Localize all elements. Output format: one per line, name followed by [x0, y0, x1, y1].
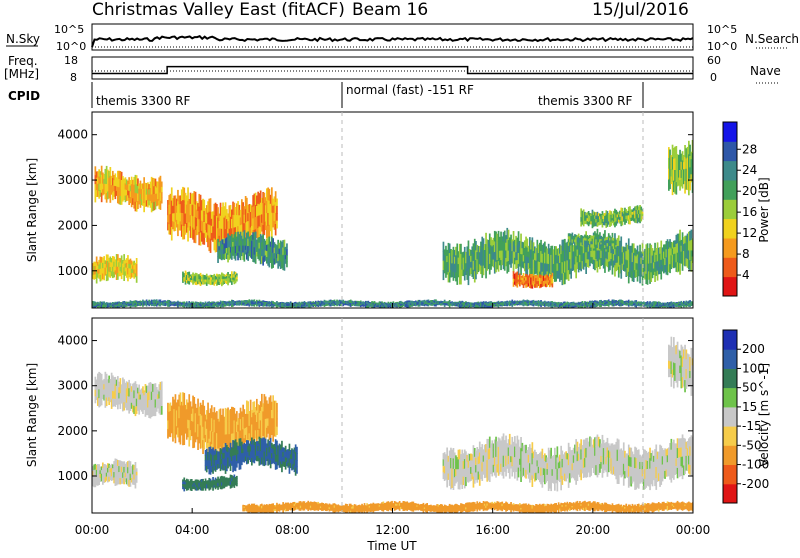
echo-cell [552, 273, 554, 277]
echo-cell [136, 270, 138, 277]
colorbar-tick-label: 20 [742, 184, 757, 198]
echo-cell [244, 230, 246, 238]
freq-tick-right-top: 60 [707, 54, 721, 67]
beam-title: Beam 16 [352, 0, 428, 20]
colorbar-tick-label: 4 [742, 268, 750, 282]
nsearch-label: N.Search [745, 32, 799, 46]
noise-tick-left-bottom: 10^0 [56, 40, 86, 53]
echo-cell [136, 479, 138, 483]
cpid-segment-2: normal (fast) -151 RF [346, 83, 474, 97]
date-title: 15/Jul/2016 [592, 0, 689, 20]
echo-cell [255, 255, 257, 263]
colorbar-swatch [723, 219, 737, 239]
echo-cell [271, 187, 273, 200]
cpid-segment-3: themis 3300 RF [538, 94, 632, 108]
colorbar-swatch [723, 257, 737, 277]
echo-cell [161, 182, 163, 188]
freq-panel [92, 57, 693, 79]
echo-cell [183, 432, 185, 445]
echo-cell [161, 381, 163, 390]
echo-cell [286, 249, 288, 255]
echo-cell [110, 194, 112, 203]
radar-title: Christmas Valley East (fitACF) [92, 0, 345, 20]
cpid-segment-1: themis 3300 RF [96, 94, 190, 108]
colorbar-swatch [723, 161, 737, 181]
echo-cell [161, 192, 163, 198]
noise-sky-trace [92, 36, 693, 47]
echo-cell [161, 406, 163, 415]
freq-tick-right-bottom: 0 [710, 71, 717, 84]
y-tick-label: 3000 [57, 173, 88, 187]
echo-cell [255, 232, 257, 240]
echo-cell [276, 221, 278, 229]
echo-cell [136, 264, 138, 271]
echo-cell [161, 398, 163, 407]
echo-cell [286, 243, 288, 249]
velocity-echo-layer [92, 337, 693, 514]
echo-cell [276, 213, 278, 221]
echo-cell [679, 230, 681, 242]
echo-cell [161, 390, 163, 399]
y-tick-label: 2000 [57, 218, 88, 232]
cpid-label: CPID [8, 89, 40, 103]
y-tick-label: 1000 [57, 264, 88, 278]
echo-cell [276, 199, 278, 207]
echo-cell [136, 472, 138, 476]
echo-cell [136, 258, 138, 265]
colorbar-tick-label: 8 [742, 247, 750, 261]
echo-cell [183, 393, 185, 406]
colorbar-tick-label: 28 [742, 142, 757, 156]
colorbar-swatch [723, 238, 737, 258]
freq-tick-left-bottom: 8 [70, 71, 77, 84]
echo-cell [210, 198, 212, 212]
y-tick-label: 4000 [57, 128, 88, 142]
echo-cell [286, 255, 288, 261]
echo-cell [136, 475, 138, 479]
nsky-label: N.Sky [6, 32, 40, 46]
echo-cell [284, 240, 286, 248]
echo-cell [518, 231, 520, 242]
echo-cell [244, 253, 246, 261]
colorbar-swatch [723, 180, 737, 200]
power-echo-layer [92, 140, 693, 309]
echo-cell [210, 239, 212, 253]
echo-cell [552, 276, 554, 280]
freq-unit-label: [MHz] [4, 67, 39, 81]
freq-trace [92, 67, 693, 74]
echo-cell [276, 206, 278, 214]
echo-cell [136, 276, 138, 283]
freq-label: Freq. [8, 54, 38, 68]
echo-cell [110, 167, 112, 176]
colorbar-swatch [723, 141, 737, 161]
noise-tick-right-top: 10^5 [707, 23, 737, 36]
echo-cell [161, 187, 163, 193]
echo-cell [135, 462, 137, 469]
colorbar-swatch [723, 122, 737, 142]
echo-cell [552, 280, 554, 284]
colorbar-swatch [723, 199, 737, 219]
freq-tick-left-top: 18 [64, 54, 78, 67]
echo-cell [552, 283, 554, 287]
colorbar-tick-label: 24 [742, 163, 757, 177]
power-colorbar-label: Power [dB] [757, 177, 771, 242]
echo-cell [617, 246, 619, 249]
echo-cell [136, 468, 138, 472]
nave-label: Nave [750, 64, 781, 78]
noise-tick-right-bottom: 10^0 [707, 40, 737, 53]
echo-cell [620, 237, 622, 248]
echo-cell [679, 263, 681, 275]
colorbar-tick-label: 16 [742, 205, 757, 219]
power-colorbar: 4 8 12 16 20 24 28 [723, 122, 757, 297]
power-ylabel: Slant Range [km] [25, 158, 39, 262]
echo-cell [161, 198, 163, 204]
colorbar-tick-label: 12 [742, 226, 757, 240]
echo-cell [284, 263, 286, 271]
colorbar-swatch [723, 277, 737, 297]
echo-cell [286, 261, 288, 267]
echo-cell [236, 279, 238, 281]
noise-tick-left-top: 10^5 [54, 23, 84, 36]
